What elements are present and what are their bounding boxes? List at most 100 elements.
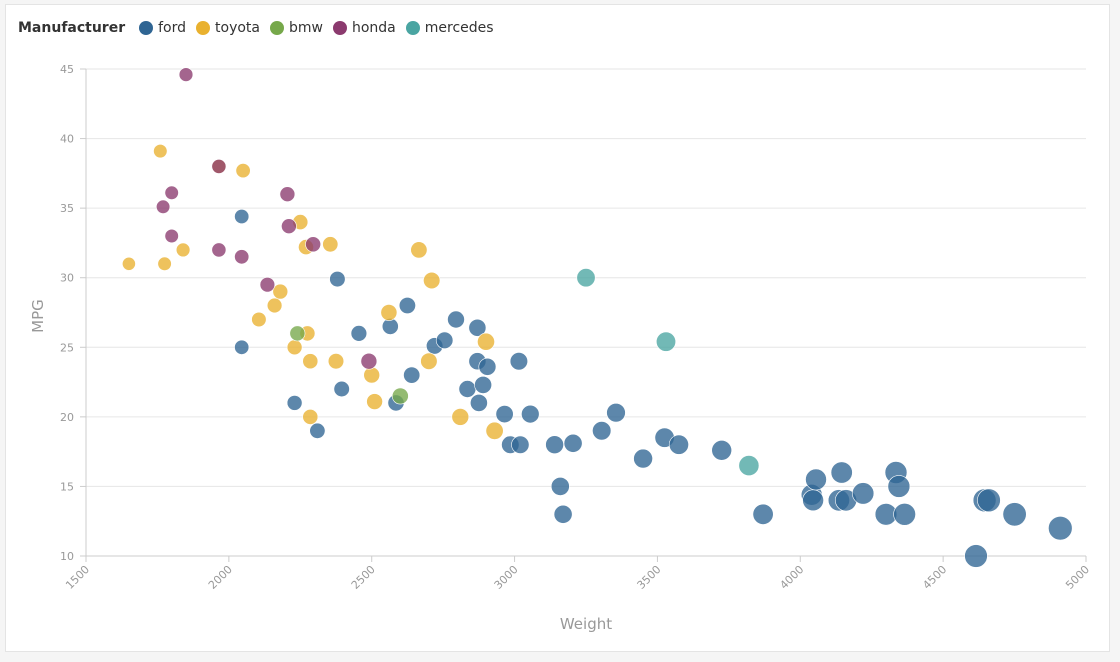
point-toyota[interactable]: [286, 339, 303, 356]
point-honda[interactable]: [305, 236, 321, 253]
legend-item-mercedes[interactable]: mercedes: [405, 20, 494, 36]
point-ford[interactable]: [447, 310, 465, 329]
point-ford[interactable]: [398, 296, 416, 314]
chart-card: Manufacturer ford toyota bmw honda mercedes …: [5, 4, 1110, 652]
point-ford[interactable]: [350, 325, 368, 342]
point-honda[interactable]: [211, 158, 227, 174]
point-ford[interactable]: [309, 422, 326, 439]
point-honda[interactable]: [156, 199, 171, 214]
legend-item-ford[interactable]: ford: [139, 20, 186, 36]
x-tick-label: 3500: [635, 563, 664, 592]
point-ford[interactable]: [234, 209, 250, 225]
point-ford[interactable]: [403, 366, 421, 384]
point-ford[interactable]: [805, 468, 827, 491]
point-ford[interactable]: [592, 421, 612, 441]
point-honda[interactable]: [259, 277, 276, 293]
point-toyota[interactable]: [420, 352, 438, 370]
point-honda[interactable]: [234, 249, 250, 265]
point-toyota[interactable]: [423, 271, 441, 290]
point-ford[interactable]: [509, 352, 529, 371]
point-honda[interactable]: [281, 218, 297, 234]
point-toyota[interactable]: [122, 256, 136, 271]
point-ford[interactable]: [964, 544, 988, 568]
point-toyota[interactable]: [266, 297, 283, 314]
point-toyota[interactable]: [363, 366, 381, 384]
point-toyota[interactable]: [322, 236, 339, 253]
point-ford[interactable]: [458, 380, 477, 398]
y-tick-label: 20: [60, 411, 74, 424]
legend-label: toyota: [215, 20, 260, 36]
point-toyota[interactable]: [451, 408, 470, 426]
point-bmw[interactable]: [391, 387, 409, 405]
point-ford[interactable]: [545, 435, 564, 455]
x-tick-label: 2500: [349, 563, 378, 592]
point-honda[interactable]: [164, 228, 179, 244]
point-ford[interactable]: [234, 339, 250, 355]
point-ford[interactable]: [668, 434, 689, 455]
point-ford[interactable]: [521, 404, 540, 424]
point-honda[interactable]: [164, 185, 179, 200]
legend-label: ford: [158, 20, 187, 36]
point-honda[interactable]: [178, 67, 194, 82]
point-ford[interactable]: [474, 375, 493, 394]
point-ford[interactable]: [606, 403, 626, 423]
legend-item-bmw[interactable]: bmw: [270, 20, 323, 36]
legend-label: bmw: [289, 20, 323, 36]
point-toyota[interactable]: [410, 241, 428, 259]
point-ford[interactable]: [511, 435, 530, 454]
point-ford[interactable]: [887, 475, 911, 498]
point-ford[interactable]: [286, 395, 303, 411]
point-toyota[interactable]: [366, 393, 383, 410]
legend: Manufacturer ford toyota bmw honda mercedes: [18, 17, 504, 39]
legend-item-honda[interactable]: honda: [332, 20, 396, 36]
point-toyota[interactable]: [235, 163, 251, 179]
point-toyota[interactable]: [302, 408, 319, 425]
point-ford[interactable]: [1002, 502, 1027, 527]
point-ford[interactable]: [469, 393, 488, 412]
legend-swatch: [405, 21, 420, 35]
point-toyota[interactable]: [327, 353, 345, 370]
point-ford[interactable]: [711, 439, 733, 461]
point-ford[interactable]: [851, 482, 875, 505]
y-tick-label: 30: [60, 272, 74, 285]
point-toyota[interactable]: [272, 283, 289, 300]
point-ford[interactable]: [553, 504, 573, 524]
point-toyota[interactable]: [157, 256, 172, 271]
point-ford[interactable]: [435, 331, 454, 349]
point-ford[interactable]: [468, 318, 487, 337]
point-ford[interactable]: [563, 433, 583, 453]
point-ford[interactable]: [550, 476, 570, 496]
point-ford[interactable]: [752, 503, 774, 525]
point-toyota[interactable]: [251, 311, 267, 328]
point-toyota[interactable]: [302, 353, 319, 370]
point-ford[interactable]: [893, 502, 916, 526]
point-ford[interactable]: [329, 271, 346, 288]
y-axis-label: MPG: [29, 299, 47, 333]
y-tick-label: 35: [60, 202, 74, 215]
point-toyota[interactable]: [477, 332, 495, 351]
point-honda[interactable]: [360, 352, 378, 370]
y-tick-label: 10: [60, 550, 74, 563]
point-ford[interactable]: [830, 461, 853, 484]
y-tick-label: 40: [60, 133, 74, 146]
point-ford[interactable]: [1048, 516, 1073, 541]
point-honda[interactable]: [279, 186, 296, 202]
point-ford[interactable]: [333, 380, 350, 398]
point-ford[interactable]: [478, 357, 497, 376]
point-bmw[interactable]: [289, 325, 306, 342]
point-ford[interactable]: [495, 405, 514, 424]
point-toyota[interactable]: [153, 144, 168, 159]
legend-label: mercedes: [424, 20, 494, 36]
point-toyota[interactable]: [175, 242, 191, 258]
point-mercedes[interactable]: [576, 268, 596, 288]
x-tick-label: 4000: [777, 563, 806, 592]
point-toyota[interactable]: [380, 304, 398, 321]
point-ford[interactable]: [802, 489, 824, 512]
point-ford[interactable]: [977, 488, 1001, 513]
legend-item-toyota[interactable]: toyota: [196, 20, 260, 36]
point-honda[interactable]: [211, 242, 227, 258]
point-ford[interactable]: [633, 448, 653, 469]
point-mercedes[interactable]: [738, 455, 760, 477]
point-toyota[interactable]: [485, 421, 504, 440]
point-mercedes[interactable]: [655, 331, 676, 352]
